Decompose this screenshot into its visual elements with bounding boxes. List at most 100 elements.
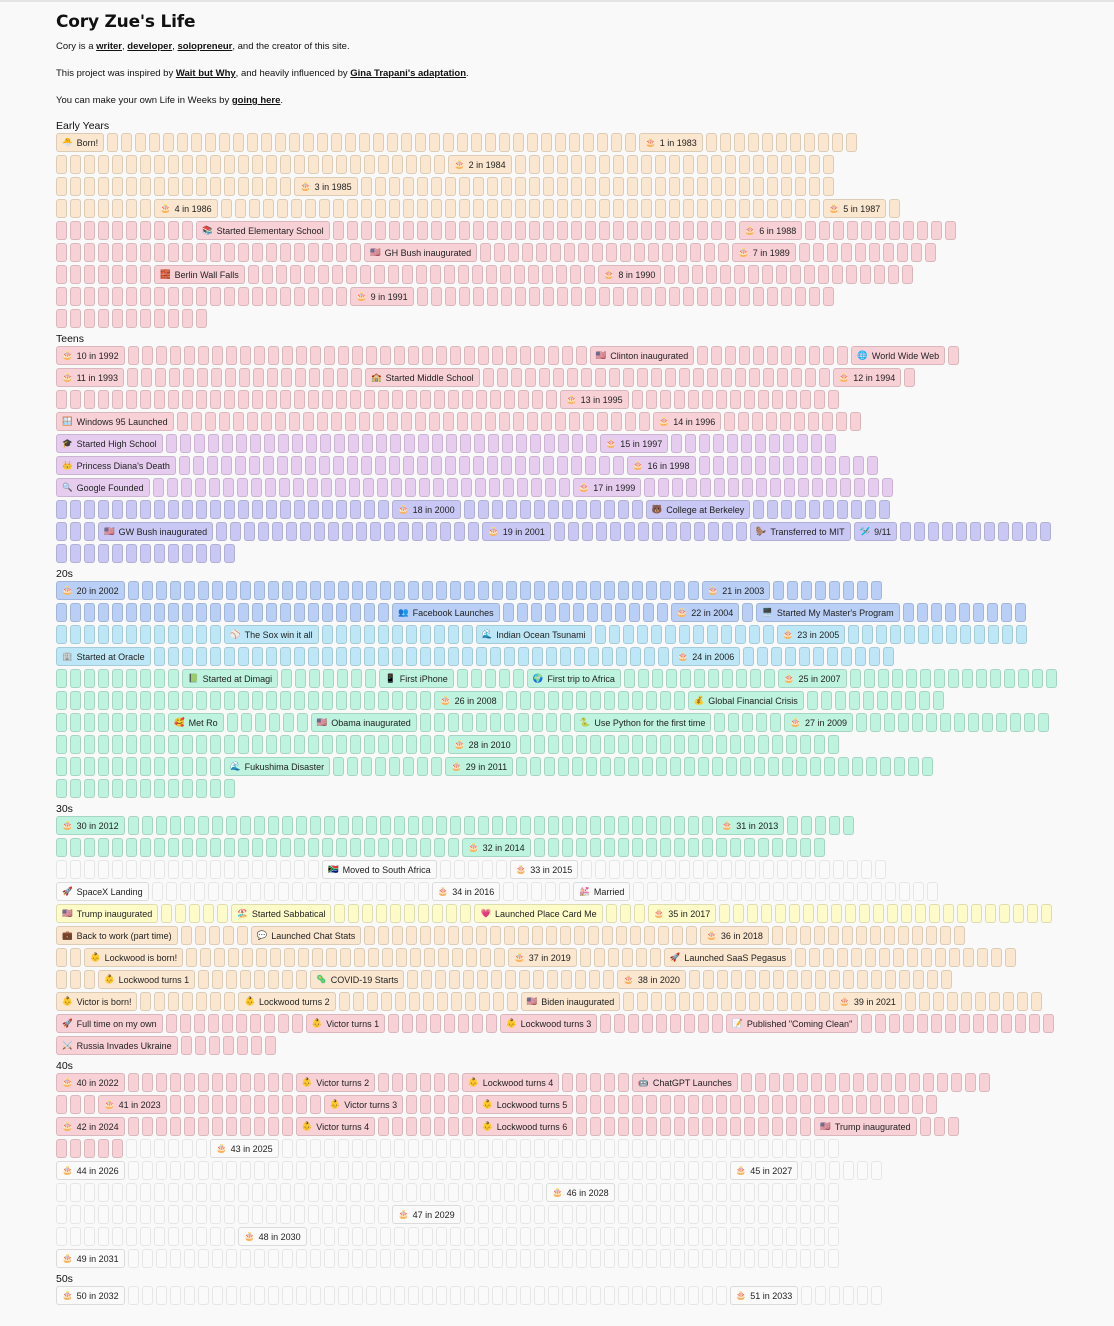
week-cell[interactable]: [252, 1205, 263, 1224]
week-cell[interactable]: [197, 1073, 209, 1092]
week-cell[interactable]: [323, 346, 335, 365]
week-cell[interactable]: [887, 904, 899, 923]
week-cell[interactable]: [351, 1139, 363, 1158]
week-cell[interactable]: [266, 691, 277, 710]
week-cell[interactable]: [140, 779, 151, 798]
week-cell[interactable]: [800, 1095, 812, 1114]
week-cell[interactable]: [448, 390, 459, 409]
week-cell[interactable]: [739, 346, 751, 365]
event-week[interactable]: 🎂 32 in 2014: [462, 838, 531, 857]
week-cell[interactable]: [449, 346, 461, 365]
week-cell[interactable]: [239, 581, 251, 600]
week-cell[interactable]: [974, 992, 986, 1011]
week-cell[interactable]: [738, 412, 750, 431]
week-cell[interactable]: [386, 412, 398, 431]
week-cell[interactable]: [679, 992, 691, 1011]
week-cell[interactable]: [477, 1161, 489, 1180]
week-cell[interactable]: [391, 625, 403, 644]
week-cell[interactable]: [112, 603, 123, 622]
week-cell[interactable]: [182, 544, 193, 563]
week-cell[interactable]: [212, 970, 224, 989]
week-cell[interactable]: [603, 581, 615, 600]
event-week[interactable]: 👶 Victor turns 1: [305, 1014, 386, 1033]
week-cell[interactable]: [603, 838, 615, 857]
week-cell[interactable]: [387, 133, 399, 152]
week-cell[interactable]: [238, 603, 249, 622]
week-cell[interactable]: [576, 1073, 588, 1092]
week-cell[interactable]: [514, 199, 526, 218]
week-cell[interactable]: [889, 199, 901, 218]
week-cell[interactable]: [757, 647, 769, 666]
event-week[interactable]: 🇺🇸 Biden inaugurated: [520, 992, 621, 1011]
event-week[interactable]: 🏢 Started at Oracle: [56, 647, 151, 666]
week-cell[interactable]: [266, 500, 277, 519]
week-cell[interactable]: [801, 882, 813, 901]
week-cell[interactable]: [718, 243, 730, 262]
week-cell[interactable]: [729, 1227, 741, 1246]
week-cell[interactable]: [873, 904, 885, 923]
week-cell[interactable]: [70, 838, 81, 857]
week-cell[interactable]: [744, 970, 756, 989]
week-cell[interactable]: [293, 647, 305, 666]
week-cell[interactable]: [617, 735, 629, 754]
week-cell[interactable]: [448, 1073, 460, 1092]
going-here-link[interactable]: going here: [231, 95, 281, 106]
week-cell[interactable]: [387, 265, 399, 284]
week-cell[interactable]: [957, 904, 969, 923]
week-cell[interactable]: [576, 1095, 588, 1114]
week-cell[interactable]: [617, 1183, 629, 1202]
week-cell[interactable]: [318, 456, 330, 475]
week-cell[interactable]: [141, 1286, 153, 1305]
week-cell[interactable]: [196, 1139, 207, 1158]
week-cell[interactable]: [505, 1161, 517, 1180]
week-cell[interactable]: [659, 1227, 671, 1246]
week-cell[interactable]: [766, 155, 778, 174]
week-cell[interactable]: [152, 478, 164, 497]
week-cell[interactable]: [323, 816, 335, 835]
week-cell[interactable]: [742, 478, 754, 497]
week-cell[interactable]: [517, 882, 529, 901]
week-cell[interactable]: [421, 1286, 433, 1305]
week-cell[interactable]: [266, 838, 277, 857]
week-cell[interactable]: [785, 926, 797, 945]
week-cell[interactable]: [56, 1227, 67, 1246]
week-cell[interactable]: [913, 882, 925, 901]
week-cell[interactable]: [305, 882, 317, 901]
event-week[interactable]: 🎂 9 in 1991: [350, 287, 414, 306]
week-cell[interactable]: [998, 522, 1010, 541]
week-cell[interactable]: [322, 287, 333, 306]
week-cell[interactable]: [797, 434, 809, 453]
week-cell[interactable]: [832, 265, 844, 284]
week-cell[interactable]: [794, 948, 806, 967]
week-cell[interactable]: [546, 390, 557, 409]
week-cell[interactable]: [84, 1205, 95, 1224]
week-cell[interactable]: [808, 412, 820, 431]
week-cell[interactable]: [852, 757, 864, 776]
event-week[interactable]: 🌍 First trip to Africa: [526, 669, 621, 688]
week-cell[interactable]: [365, 1286, 377, 1305]
week-cell[interactable]: [239, 1073, 251, 1092]
week-cell[interactable]: [498, 412, 510, 431]
week-cell[interactable]: [168, 177, 179, 196]
week-cell[interactable]: [780, 199, 792, 218]
week-cell[interactable]: [168, 669, 179, 688]
week-cell[interactable]: [194, 478, 206, 497]
week-cell[interactable]: [56, 838, 67, 857]
gina-trapani-link[interactable]: Gina Trapani's adaptation: [350, 68, 467, 79]
week-cell[interactable]: [491, 970, 503, 989]
week-cell[interactable]: [724, 221, 736, 240]
week-cell[interactable]: [999, 904, 1011, 923]
writer-link[interactable]: writer: [96, 41, 122, 52]
week-cell[interactable]: [532, 1183, 543, 1202]
week-cell[interactable]: [716, 1095, 728, 1114]
week-cell[interactable]: [762, 265, 774, 284]
week-cell[interactable]: [679, 669, 691, 688]
event-week[interactable]: 🇺🇸 Obama inaugurated: [310, 713, 417, 732]
week-cell[interactable]: [1030, 992, 1042, 1011]
week-cell[interactable]: [196, 1227, 207, 1246]
week-cell[interactable]: [98, 265, 109, 284]
week-cell[interactable]: [794, 177, 806, 196]
week-cell[interactable]: [154, 603, 165, 622]
week-cell[interactable]: [589, 735, 601, 754]
week-cell[interactable]: [864, 948, 876, 967]
